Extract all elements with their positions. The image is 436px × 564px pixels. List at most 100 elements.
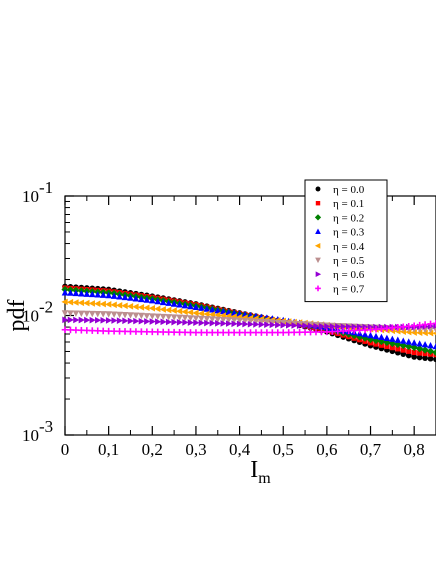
legend-box <box>304 179 388 303</box>
data-point <box>247 318 254 325</box>
data-point <box>187 319 195 326</box>
data-point <box>324 323 331 330</box>
data-point <box>187 302 194 310</box>
data-point <box>351 323 358 331</box>
data-point <box>231 320 238 328</box>
data-point <box>225 320 233 327</box>
data-point <box>384 343 390 350</box>
data-point <box>405 342 413 351</box>
data-point <box>61 298 68 306</box>
data-point <box>116 317 124 324</box>
data-point <box>192 315 200 322</box>
data-point <box>62 316 69 324</box>
data-point <box>138 295 145 303</box>
data-point <box>192 303 200 311</box>
data-point <box>416 329 423 337</box>
legend-marker <box>314 242 321 249</box>
data-point <box>105 311 112 318</box>
data-point <box>115 302 123 309</box>
x-tick-label: 0,2 <box>142 440 163 459</box>
data-point <box>264 321 271 329</box>
data-point <box>416 345 424 353</box>
y-tick-label: 10 <box>22 187 39 206</box>
axes: 0 0,1 0,2 0,3 0,4 0,5 0,6 0,7 0,810-310-210 -1Imp… <box>4 178 436 487</box>
data-point <box>127 312 134 319</box>
data-point <box>421 341 429 348</box>
data-point <box>421 329 428 337</box>
data-point <box>340 323 347 330</box>
data-point <box>127 317 135 325</box>
x-tick-label: 0,5 <box>273 440 294 459</box>
data-point <box>110 311 118 318</box>
x-axis-title: Im <box>250 457 271 487</box>
data-point <box>143 313 151 320</box>
legend-label: η = 0.0 <box>333 184 365 196</box>
legend-marker <box>315 186 321 192</box>
legend-item: η = 0.6 <box>315 269 365 281</box>
plot-data <box>61 283 436 363</box>
data-point <box>208 311 216 318</box>
data-point <box>154 297 162 305</box>
x-tick-label: 0,6 <box>316 440 337 459</box>
legend-item: η = 0.3 <box>315 227 365 239</box>
data-point <box>209 319 216 327</box>
legend-label: η = 0.7 <box>333 283 365 295</box>
data-point <box>165 306 172 314</box>
data-point <box>165 318 173 326</box>
data-point <box>203 316 211 323</box>
x-tick-label: 0 <box>61 440 70 459</box>
data-point <box>99 291 107 298</box>
data-point <box>279 320 287 327</box>
data-point <box>383 334 391 341</box>
data-point <box>411 349 417 356</box>
data-point <box>329 323 336 330</box>
y-tick-label: 10 <box>22 307 39 326</box>
data-point <box>99 300 106 308</box>
data-point <box>214 316 222 323</box>
legend-item: η = 0.2 <box>314 212 364 224</box>
legend-label: η = 0.6 <box>333 269 365 281</box>
data-point <box>432 320 436 327</box>
data-point <box>88 310 96 318</box>
data-point <box>127 294 134 301</box>
data-point <box>209 316 216 323</box>
data-point <box>242 320 249 328</box>
data-point <box>373 341 379 347</box>
data-point <box>181 308 188 316</box>
data-point <box>432 331 436 336</box>
data-point <box>269 319 276 326</box>
data-point <box>203 305 211 312</box>
data-point <box>170 300 178 307</box>
data-point <box>77 299 85 307</box>
data-point <box>258 321 266 328</box>
data-point <box>132 312 140 319</box>
legend-item: η = 0.5 <box>315 255 365 267</box>
data-point <box>181 314 189 322</box>
data-point <box>197 310 205 317</box>
legend-label: η = 0.4 <box>333 241 365 253</box>
legend-marker <box>315 285 321 292</box>
data-point <box>394 336 402 343</box>
data-point <box>253 321 260 328</box>
data-point <box>133 317 140 325</box>
data-point <box>67 316 75 324</box>
data-point <box>361 330 369 338</box>
data-point <box>66 298 74 306</box>
data-point <box>99 311 107 318</box>
data-point <box>252 318 260 325</box>
data-point <box>426 347 435 355</box>
data-point <box>302 322 309 330</box>
data-point <box>285 322 293 329</box>
legend-label: η = 0.3 <box>333 227 365 239</box>
data-point <box>400 351 407 357</box>
data-point <box>122 317 129 325</box>
x-tick-label: 0,8 <box>404 440 425 459</box>
data-point <box>399 337 407 344</box>
data-point <box>154 313 162 320</box>
legend-label: η = 0.2 <box>333 212 364 224</box>
data-point <box>427 355 434 362</box>
data-point <box>132 295 140 302</box>
data-point <box>275 321 282 329</box>
data-point <box>410 339 418 346</box>
